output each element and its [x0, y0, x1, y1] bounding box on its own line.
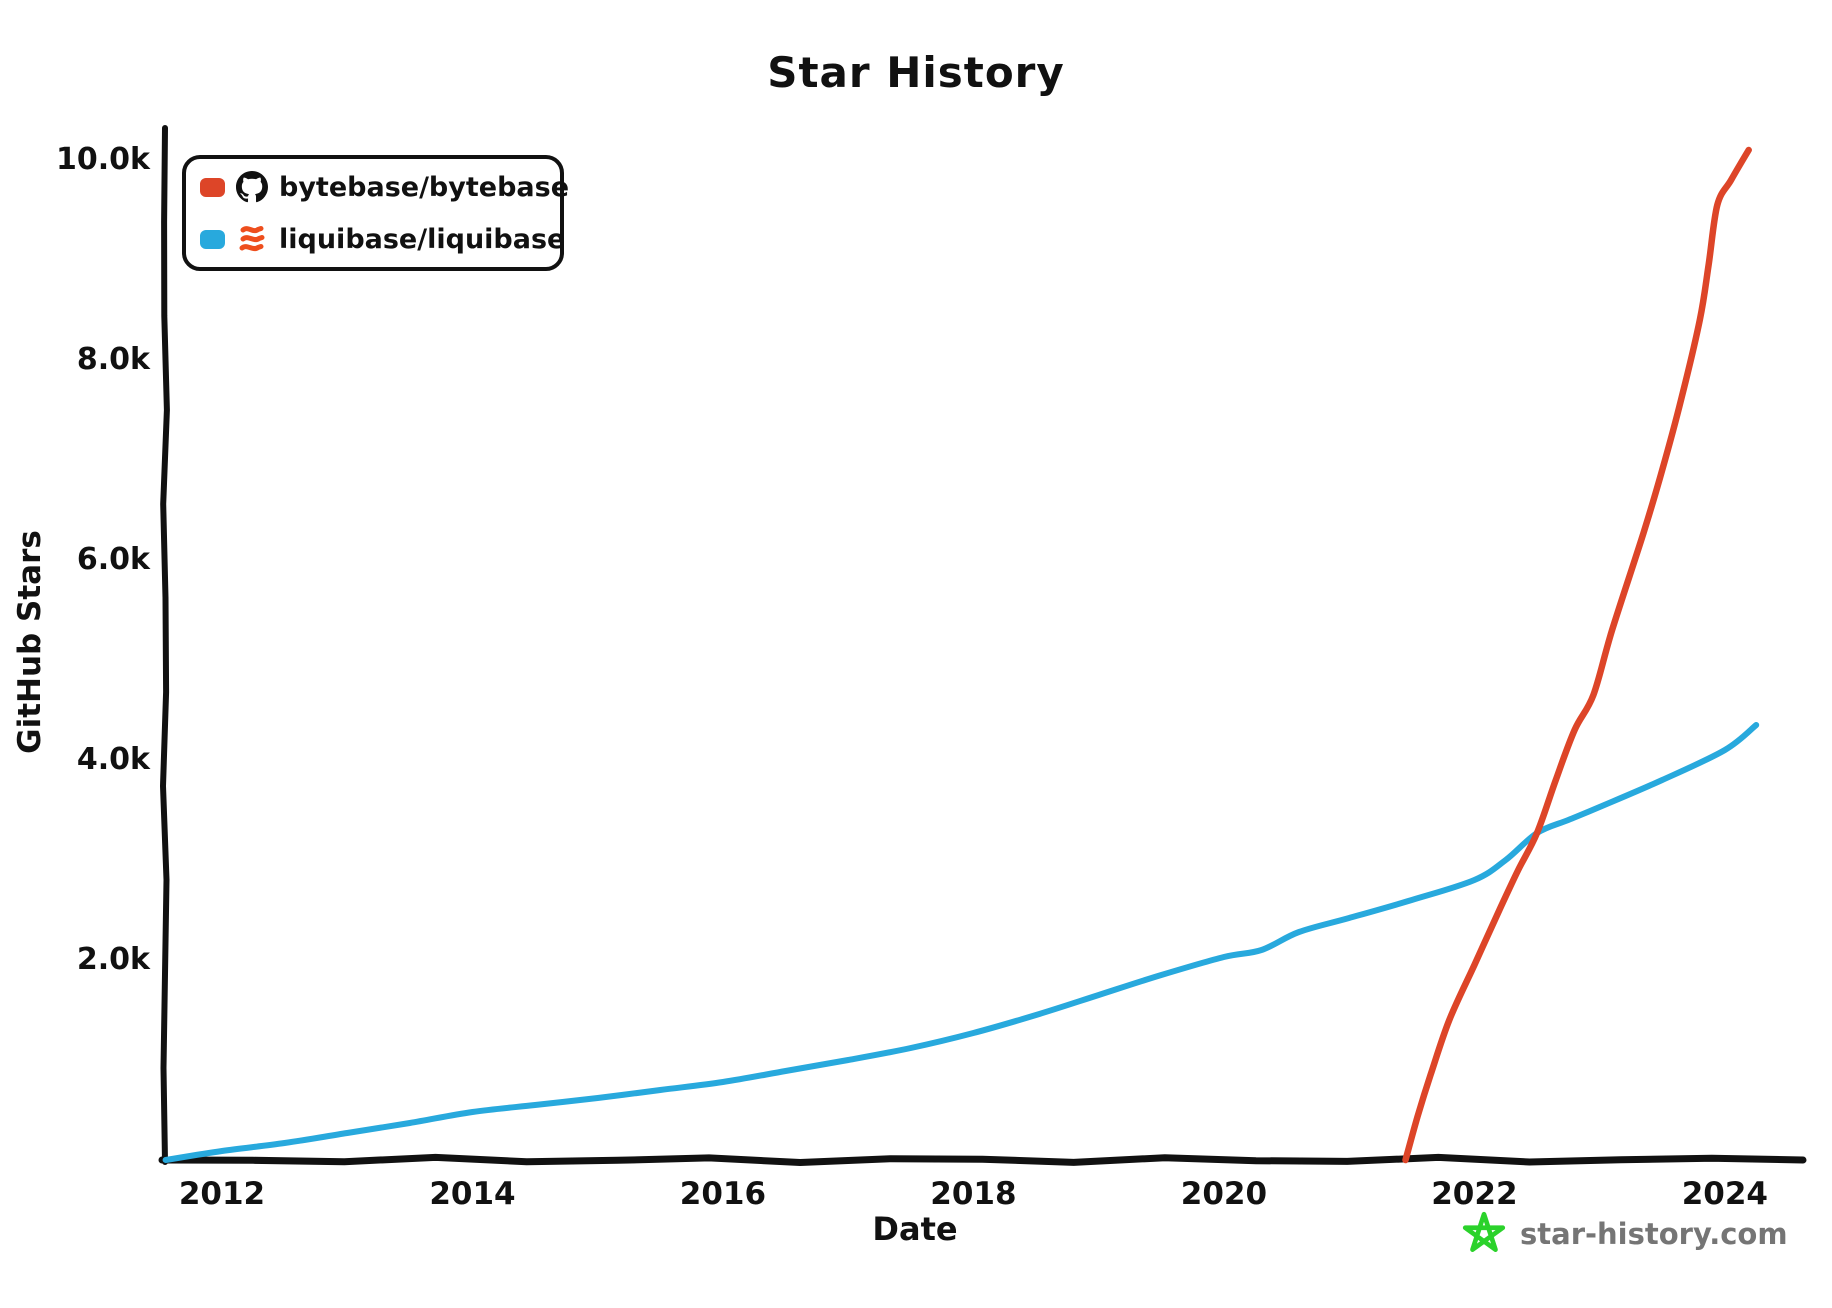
liquibase-logo-icon	[239, 226, 265, 252]
y-tick-label: 4.0k	[76, 742, 150, 777]
star-icon	[1462, 1211, 1506, 1252]
x-tick-label: 2012	[178, 1176, 266, 1212]
github-octocat-icon	[236, 171, 268, 203]
x-tick-label: 2018	[930, 1176, 1017, 1212]
x-tick-label: 2016	[679, 1176, 767, 1212]
legend-label-bytebase: bytebase/bytebase	[279, 171, 570, 203]
legend-box: bytebase/bytebase liquibase/liquibase	[182, 155, 569, 271]
x-tick-label: 2014	[429, 1176, 516, 1212]
legend-swatch-bytebase	[200, 177, 225, 197]
legend-item-bytebase: bytebase/bytebase	[200, 165, 569, 209]
y-tick-label: 2.0k	[76, 942, 150, 977]
watermark: star-history.com	[1460, 1210, 1788, 1258]
y-axis-line	[160, 125, 170, 1165]
x-axis-line	[158, 1153, 1807, 1166]
x-tick-label: 2024	[1681, 1176, 1768, 1212]
y-tick-label: 10.0k	[56, 142, 150, 177]
x-tick-label: 2020	[1180, 1176, 1268, 1212]
y-tick-label: 8.0k	[76, 342, 150, 377]
x-axis-title: Date	[872, 1210, 958, 1248]
series-line-bytebase	[1402, 146, 1752, 1164]
x-tick-label: 2022	[1431, 1176, 1518, 1212]
watermark-text: star-history.com	[1520, 1217, 1788, 1251]
series-line-liquibase	[162, 722, 1760, 1163]
legend-label-liquibase: liquibase/liquibase	[279, 223, 566, 255]
legend-item-liquibase: liquibase/liquibase	[200, 217, 565, 261]
chart-title: Star History	[767, 48, 1065, 97]
legend-swatch-liquibase	[200, 229, 225, 249]
y-tick-label: 6.0k	[76, 542, 150, 577]
